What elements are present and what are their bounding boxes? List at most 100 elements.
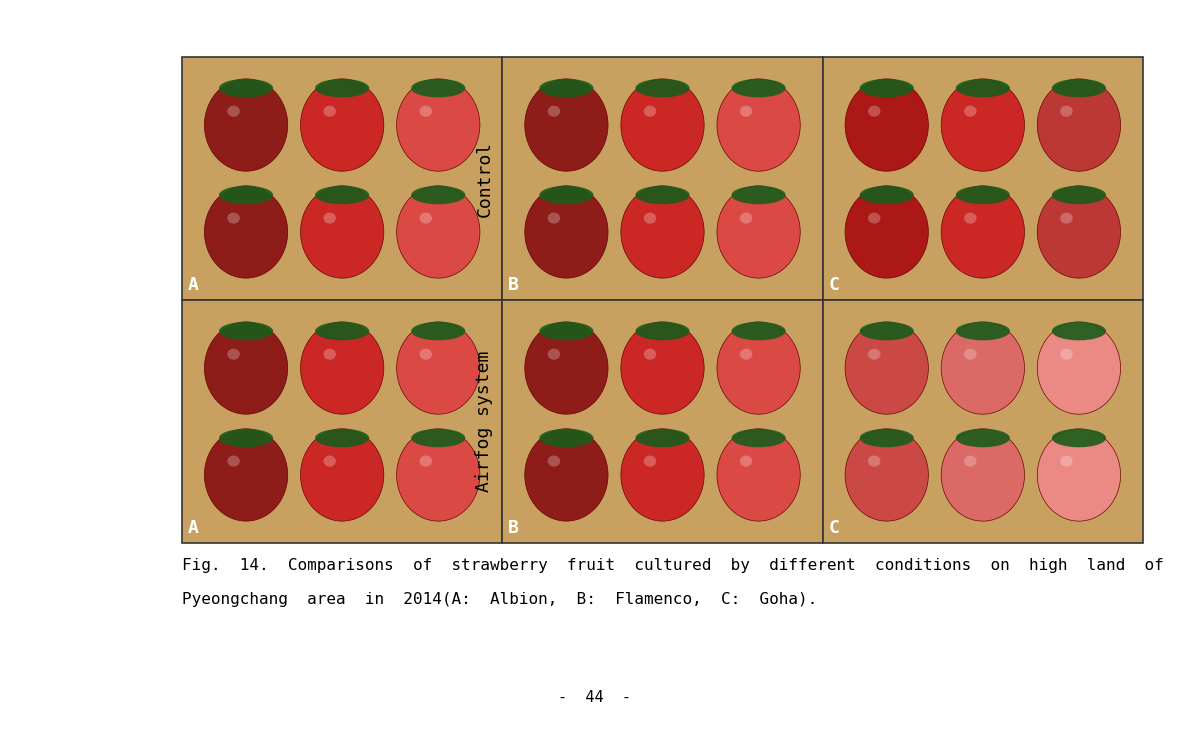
Ellipse shape (644, 213, 656, 224)
Ellipse shape (621, 429, 704, 521)
Ellipse shape (420, 213, 432, 224)
Ellipse shape (859, 79, 914, 97)
Ellipse shape (644, 106, 656, 117)
Text: A: A (188, 276, 199, 294)
Text: Fig.  14.  Comparisons  of  strawberry  fruit  cultured  by  different  conditio: Fig. 14. Comparisons of strawberry fruit… (182, 558, 1164, 573)
Ellipse shape (732, 322, 785, 341)
Bar (182, 57, 502, 300)
Ellipse shape (1060, 455, 1072, 466)
Ellipse shape (859, 429, 914, 447)
Bar (502, 300, 822, 543)
Ellipse shape (868, 349, 881, 360)
Bar (502, 57, 822, 300)
Ellipse shape (525, 322, 608, 414)
Ellipse shape (635, 322, 689, 341)
Ellipse shape (525, 186, 608, 278)
Ellipse shape (868, 455, 881, 466)
Ellipse shape (956, 322, 1010, 341)
Text: C: C (828, 519, 839, 537)
Ellipse shape (1038, 322, 1121, 414)
Text: Control: Control (475, 140, 494, 216)
Text: Pyeongchang  area  in  2014(A:  Albion,  B:  Flamenco,  C:  Goha).: Pyeongchang area in 2014(A: Albion, B: F… (182, 592, 818, 607)
Ellipse shape (740, 455, 752, 466)
Ellipse shape (644, 455, 656, 466)
Ellipse shape (621, 322, 704, 414)
Ellipse shape (205, 429, 288, 521)
Ellipse shape (396, 79, 480, 171)
Ellipse shape (227, 455, 240, 466)
Ellipse shape (539, 79, 594, 97)
Ellipse shape (941, 322, 1025, 414)
Ellipse shape (539, 322, 594, 341)
Ellipse shape (205, 322, 288, 414)
Ellipse shape (716, 322, 800, 414)
Ellipse shape (412, 79, 465, 97)
Ellipse shape (219, 429, 274, 447)
Ellipse shape (845, 322, 928, 414)
Ellipse shape (740, 106, 752, 117)
Ellipse shape (420, 349, 432, 360)
Ellipse shape (420, 106, 432, 117)
Ellipse shape (1052, 186, 1106, 204)
Ellipse shape (1060, 106, 1072, 117)
Ellipse shape (1060, 213, 1072, 224)
Ellipse shape (732, 79, 785, 97)
Ellipse shape (635, 79, 689, 97)
Ellipse shape (740, 349, 752, 360)
Ellipse shape (845, 429, 928, 521)
Ellipse shape (547, 106, 560, 117)
Ellipse shape (219, 322, 274, 341)
Ellipse shape (1038, 79, 1121, 171)
Ellipse shape (315, 79, 369, 97)
Ellipse shape (396, 186, 480, 278)
Ellipse shape (740, 213, 752, 224)
Ellipse shape (1038, 186, 1121, 278)
Ellipse shape (396, 322, 480, 414)
Ellipse shape (301, 429, 384, 521)
Ellipse shape (324, 455, 336, 466)
Ellipse shape (635, 429, 689, 447)
Ellipse shape (859, 186, 914, 204)
Ellipse shape (315, 429, 369, 447)
Ellipse shape (1038, 429, 1121, 521)
Ellipse shape (525, 79, 608, 171)
Ellipse shape (324, 106, 336, 117)
Ellipse shape (964, 455, 977, 466)
Text: B: B (508, 519, 519, 537)
Text: A: A (188, 519, 199, 537)
Ellipse shape (227, 106, 240, 117)
Text: C: C (828, 276, 839, 294)
Ellipse shape (324, 213, 336, 224)
Ellipse shape (420, 455, 432, 466)
Ellipse shape (547, 349, 560, 360)
Ellipse shape (219, 186, 274, 204)
Ellipse shape (868, 213, 881, 224)
Ellipse shape (315, 186, 369, 204)
Ellipse shape (539, 429, 594, 447)
Ellipse shape (964, 349, 977, 360)
Ellipse shape (1052, 79, 1106, 97)
Ellipse shape (227, 349, 240, 360)
Ellipse shape (315, 322, 369, 341)
Text: -  44  -: - 44 - (558, 691, 632, 705)
Ellipse shape (732, 429, 785, 447)
Ellipse shape (227, 213, 240, 224)
Ellipse shape (716, 186, 800, 278)
Bar (182, 300, 502, 543)
Ellipse shape (219, 79, 274, 97)
Ellipse shape (525, 429, 608, 521)
Ellipse shape (941, 186, 1025, 278)
Ellipse shape (621, 186, 704, 278)
Ellipse shape (301, 186, 384, 278)
Ellipse shape (732, 186, 785, 204)
Ellipse shape (956, 79, 1010, 97)
Text: Airfog system: Airfog system (475, 351, 494, 492)
Ellipse shape (1052, 322, 1106, 341)
Ellipse shape (956, 186, 1010, 204)
Ellipse shape (845, 186, 928, 278)
Ellipse shape (845, 79, 928, 171)
Ellipse shape (412, 322, 465, 341)
Ellipse shape (539, 186, 594, 204)
Ellipse shape (964, 106, 977, 117)
Ellipse shape (956, 429, 1010, 447)
